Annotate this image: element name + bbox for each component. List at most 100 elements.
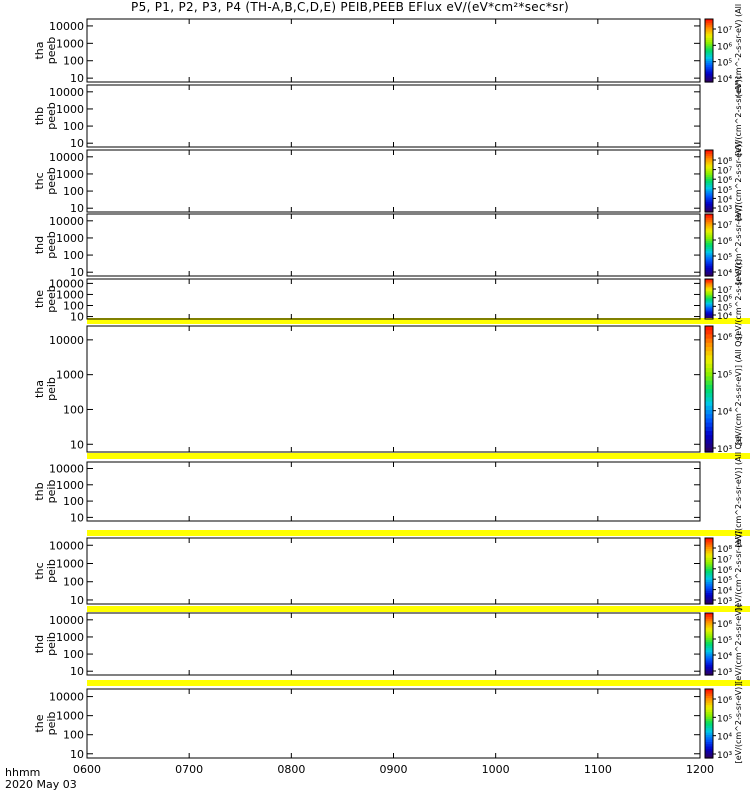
y-tick-label: 10000 (49, 334, 84, 347)
colorbar-tick-label: 10⁵ (717, 370, 732, 380)
y-tick-label: 100 (63, 576, 84, 589)
y-tick-label: 10 (70, 311, 84, 324)
colorbar-frame (704, 688, 714, 759)
colorbar-tick-label: 10³ (717, 205, 732, 215)
colorbar-tick-label: 10⁶ (717, 237, 732, 247)
colorbar-tick-label: 10⁶ (717, 566, 732, 576)
colorbar-frame (704, 18, 714, 83)
y-tick-label: 1000 (56, 168, 84, 181)
y-tick-label: 1000 (56, 37, 84, 50)
colorbar-tick-label: 10⁶ (717, 295, 732, 305)
y-tick-label: 100 (63, 729, 84, 742)
y-tick-label: 1000 (56, 232, 84, 245)
colorbar-label: [eV/(cm^2-s-sr-eV)] (734, 259, 743, 339)
colorbar-tick-label: 10⁵ (717, 186, 732, 196)
y-tick-label: 10000 (49, 539, 84, 552)
colorbar-tick-label: 10⁴ (717, 733, 732, 743)
x-tick-label: 0700 (175, 763, 203, 776)
colorbar-tick-label: 10⁴ (717, 408, 732, 418)
colorbar-tick-label: 10⁴ (717, 75, 732, 85)
colorbar-the-peib (705, 689, 713, 759)
panel-label-thc-peib: thcpeib (33, 559, 58, 583)
mode-flag-yellow (87, 530, 750, 536)
colorbar-tick-label: 10⁵ (717, 636, 732, 646)
colorbar-thd-peib (705, 613, 713, 676)
colorbar-tick-label: 10³ (717, 597, 732, 607)
colorbar-frame (704, 612, 714, 676)
colorbar-tick-label: 10⁶ (717, 696, 732, 706)
mode-flag-yellow (87, 318, 750, 324)
x-tick-label: 1200 (686, 763, 714, 776)
colorbar-thd-peeb (705, 214, 713, 277)
y-tick-label: 100 (63, 249, 84, 262)
colorbar-frame (704, 149, 714, 213)
colorbar-tick-label: 10³ (717, 445, 732, 455)
panel-frame-thb-peib (86, 461, 701, 522)
mode-flag-bar (87, 680, 750, 686)
y-tick-label: 100 (63, 648, 84, 661)
colorbar-frame (704, 537, 714, 605)
y-tick-label: 10000 (49, 462, 84, 475)
y-tick-label: 10000 (49, 691, 84, 704)
y-tick-label: 10 (70, 202, 84, 215)
y-tick-label: 1000 (56, 710, 84, 723)
panel-frame-tha-peeb (86, 18, 701, 83)
colorbar-label: [eV/(cm^2-s-sr-eV)] (734, 76, 743, 156)
panel-frame-the-peeb (86, 278, 701, 320)
colorbar-tick-label: 10⁴ (717, 652, 732, 662)
y-tick-label: 1000 (56, 631, 84, 644)
colorbar-frame (704, 325, 714, 453)
colorbar-tick-label: 10⁷ (717, 167, 732, 177)
colorbar-thc-peib (705, 538, 713, 605)
colorbar-tick-label: 10⁷ (717, 221, 732, 231)
panel-label-the-peeb: thepeeb (33, 285, 58, 313)
y-tick-label: 100 (63, 495, 84, 508)
mode-flag-bar (87, 606, 750, 612)
panel-frame-thc-peeb (86, 149, 701, 213)
colorbar-tick-label: 10⁴ (717, 312, 732, 322)
x-tick-label: 0600 (73, 763, 101, 776)
colorbar-tick-label: 10⁷ (717, 555, 732, 565)
colorbar-tick-label: 10⁵ (717, 576, 732, 586)
y-tick-label: 1000 (56, 103, 84, 116)
panel-label-thb-peeb: thbpeeb (33, 102, 58, 130)
panel-label-tha-peib: thapeib (33, 377, 58, 401)
panel-frame-tha-peib (86, 325, 701, 453)
mode-flag-bar (87, 453, 750, 459)
colorbar-tick-label: 10⁸ (717, 157, 732, 167)
colorbar-label: [eV/(cm^2-s-sr-eV)] (734, 604, 743, 684)
mode-flag-bar (87, 530, 750, 536)
x-tick-label: 0800 (277, 763, 305, 776)
y-tick-label: 10000 (49, 86, 84, 99)
y-tick-label: 10 (70, 594, 84, 607)
panel-label-thd-peeb: thdpeeb (33, 231, 58, 259)
y-tick-label: 10 (70, 748, 84, 761)
colorbar-tha-peib (705, 326, 713, 453)
colorbar-tick-label: 10⁶ (717, 42, 732, 52)
colorbar-tick-label: 10⁶ (717, 176, 732, 186)
panel-frame-the-peib (86, 688, 701, 759)
mode-flag-yellow (87, 453, 750, 459)
y-tick-label: 1000 (56, 557, 84, 570)
colorbar-label: [eV/(cm^2-s-sr-eV)] (734, 531, 743, 611)
date-label: 2020 May 03 (5, 778, 77, 791)
colorbar-label: [eV/(cm^2-s-sr-eV)] (734, 205, 743, 285)
y-tick-label: 10 (70, 137, 84, 150)
colorbar-frame (704, 278, 714, 320)
panel-label-thb-peib: thbpeib (33, 480, 58, 504)
colorbar-tick-label: 10⁷ (717, 26, 732, 36)
y-tick-label: 10000 (49, 151, 84, 164)
y-tick-label: 100 (63, 403, 84, 416)
y-tick-label: 1000 (56, 288, 84, 301)
panel-label-tha-peeb: thapeeb (33, 37, 58, 65)
colorbar-tick-label: 10⁷ (717, 286, 732, 296)
x-tick-label: 1000 (482, 763, 510, 776)
colorbar-tha-peeb (705, 19, 713, 83)
colorbar-tick-label: 10³ (717, 668, 732, 678)
y-tick-label: 10 (70, 438, 84, 451)
colorbar-tick-label: 10⁶ (717, 620, 732, 630)
y-tick-label: 10000 (49, 614, 84, 627)
y-tick-label: 100 (63, 299, 84, 312)
colorbar-label: (eV*cm^-2-s-sr-eV) (All (734, 4, 743, 97)
